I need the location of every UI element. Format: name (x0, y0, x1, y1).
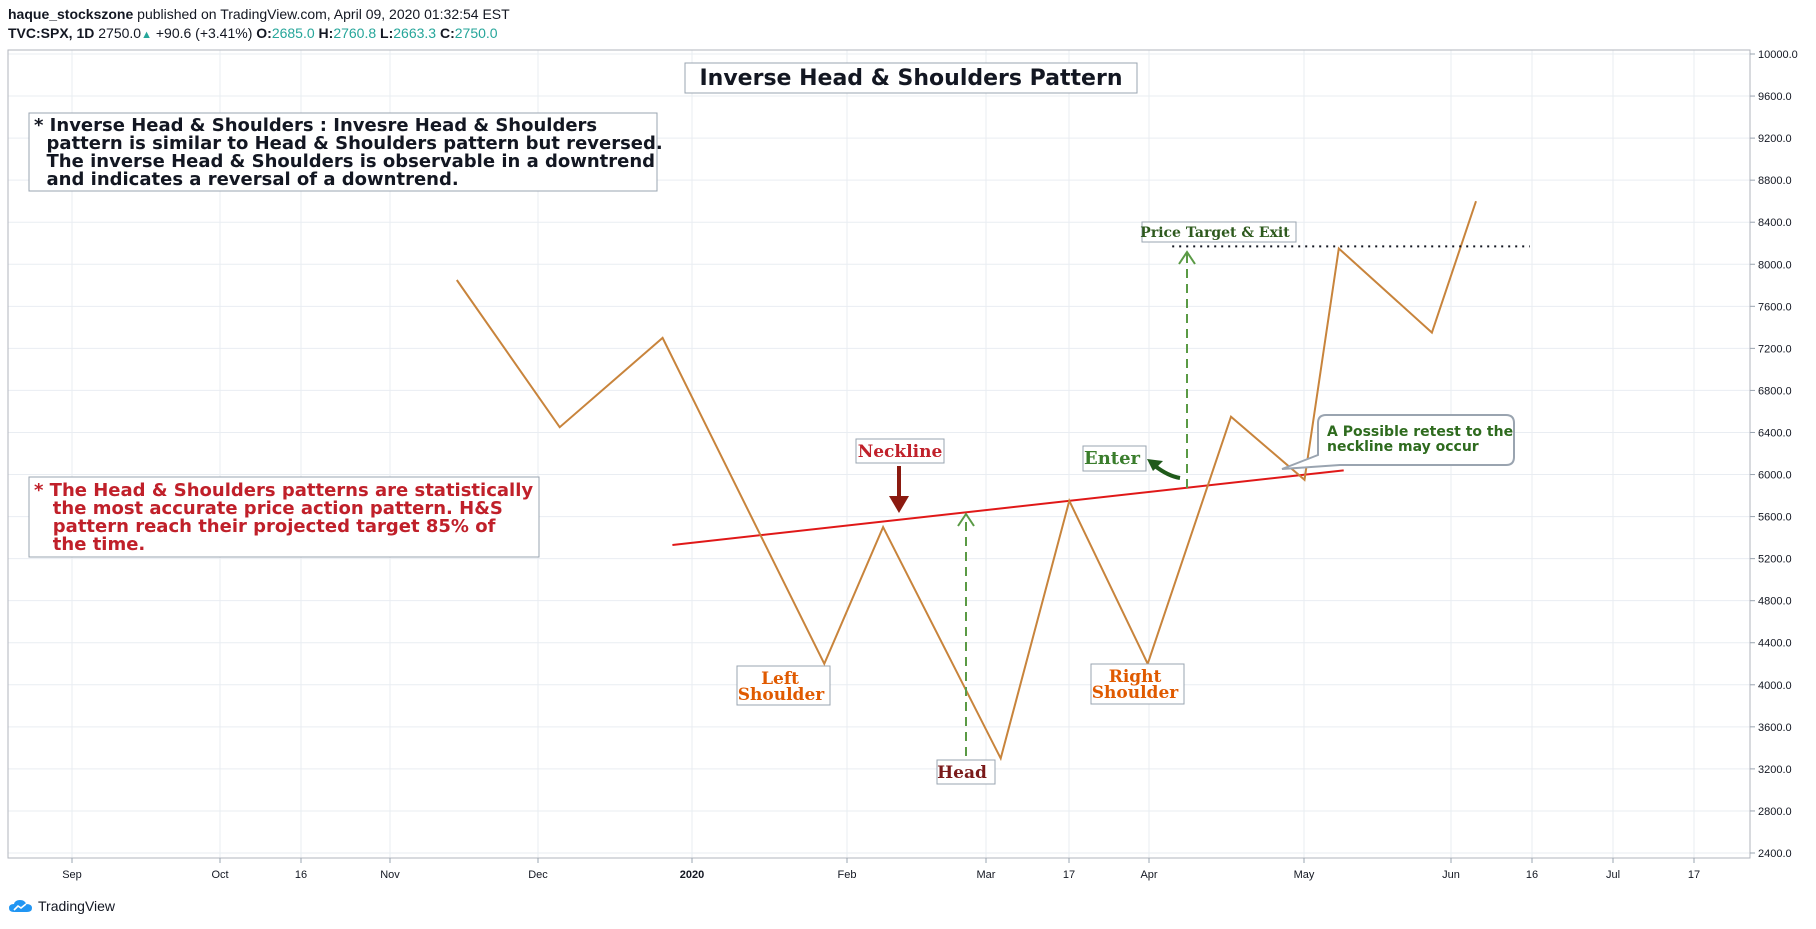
neckline-text: Neckline (858, 442, 943, 462)
left-shoulder-line2: Shoulder (738, 685, 825, 705)
y-tick-label: 2800.0 (1758, 806, 1792, 818)
enter-label: Enter (1082, 445, 1147, 472)
pattern-title: Inverse Head & Shoulders Pattern (699, 66, 1122, 91)
right-shoulder-line1: Right (1109, 667, 1162, 687)
y-tick-label: 9600.0 (1758, 91, 1792, 103)
head-text: Head (937, 763, 987, 783)
info1-line2: pattern is similar to Head & Shoulders p… (34, 133, 663, 154)
info-box-inverse-hs: * Inverse Head & Shoulders : Invesre Hea… (0, 0, 707, 192)
open-label: O: (256, 25, 272, 41)
y-tick-label: 3600.0 (1758, 722, 1792, 734)
left-shoulder-line1: Left (761, 669, 799, 689)
left-shoulder-label: Left Shoulder (736, 665, 831, 706)
x-tick-label: Apr (1140, 869, 1157, 881)
x-tick-label: Jul (1606, 869, 1620, 881)
info-box-statistics: * The Head & Shoulders patterns are stat… (0, 0, 577, 558)
tradingview-logo[interactable]: TradingView (8, 898, 115, 914)
symbol: TVC:SPX, 1D (8, 25, 95, 41)
y-tick-label: 5600.0 (1758, 512, 1792, 524)
x-tick-label: 17 (1688, 869, 1700, 881)
neckline-down-arrow-icon (889, 466, 909, 513)
right-shoulder-label: Right Shoulder (1090, 663, 1185, 705)
info2-line2: the most accurate price action pattern. … (34, 498, 503, 519)
retest-line2: neckline may occur (1327, 439, 1479, 455)
y-tick-label: 6400.0 (1758, 427, 1792, 439)
cloud-logo-icon (9, 900, 32, 912)
up-arrow-icon: ▲ (141, 29, 152, 41)
x-axis[interactable]: Sep Oct 16 Nov Dec 2020 Feb Mar 17 Apr May Jun 16 Jul… (62, 858, 1700, 881)
x-tick-label: Mar (977, 869, 996, 881)
head-measure-arrow (957, 512, 975, 756)
y-tick-label: 9200.0 (1758, 133, 1792, 145)
y-tick-label: 8800.0 (1758, 175, 1792, 187)
neckline-label: Neckline (855, 438, 945, 464)
info1-line1: * Inverse Head & Shoulders : Invesre Hea… (34, 115, 597, 136)
high-value: 2760.8 (333, 25, 377, 41)
svg-text:Right Shoulder: Right Shoulder (1092, 667, 1179, 703)
low-label: L: (380, 25, 394, 41)
price-target-label: Price Target & Exit (1140, 221, 1297, 243)
open-value: 2685.0 (271, 25, 315, 41)
y-axis[interactable]: 10000.0 9600.0 9200.0 8800.0 8400.0 8000.0 760… (1750, 49, 1798, 860)
pattern-title-box: Inverse Head & Shoulders Pattern (684, 62, 1138, 94)
y-tick-label: 4800.0 (1758, 596, 1792, 608)
enter-text: Enter (1084, 448, 1141, 469)
price-series-line[interactable] (455, 200, 1477, 762)
x-tick-label: Dec (528, 869, 548, 881)
x-tick-label: 2020 (680, 869, 704, 881)
y-tick-label: 8000.0 (1758, 259, 1792, 271)
info1-line3: The inverse Head & Shoulders is observab… (34, 151, 655, 172)
x-tick-label: 16 (295, 869, 307, 881)
publish-info: haque_stockszone published on TradingVie… (8, 6, 510, 22)
y-tick-label: 5200.0 (1758, 554, 1792, 566)
y-tick-label: 8400.0 (1758, 217, 1792, 229)
neckline-line[interactable] (672, 469, 1344, 546)
x-tick-label: 17 (1063, 869, 1075, 881)
high-label: H: (318, 25, 334, 41)
y-tick-label: 7600.0 (1758, 301, 1792, 313)
x-tick-label: Nov (380, 869, 400, 881)
svg-text:A Possible retest to the: A Possible retest to the neckline may oc… (1327, 424, 1518, 455)
brand-name: TradingView (38, 898, 116, 914)
x-tick-label: Jun (1442, 869, 1460, 881)
x-tick-label: May (1294, 869, 1315, 881)
info2-line3: pattern reach their projected target 85%… (34, 516, 496, 537)
y-tick-label: 6800.0 (1758, 385, 1792, 397)
x-tick-label: Sep (62, 869, 82, 881)
x-tick-label: 16 (1526, 869, 1538, 881)
info1-line4: and indicates a reversal of a downtrend. (34, 169, 459, 190)
svg-text:* The Head & Shoulders pattern: * The Head & Shoulders patterns are stat… (0, 0, 577, 555)
y-tick-label: 6000.0 (1758, 470, 1792, 482)
symbol-info: TVC:SPX, 1D 2750.0▲ +90.6 (+3.41%) O:268… (8, 25, 498, 41)
last-price: 2750.0 (98, 25, 142, 41)
y-tick-label: 2400.0 (1758, 848, 1792, 860)
y-tick-label: 4400.0 (1758, 638, 1792, 650)
y-tick-label: 4000.0 (1758, 680, 1792, 692)
close-value: 2750.0 (454, 25, 498, 41)
low-value: 2663.3 (393, 25, 437, 41)
y-tick-label: 7200.0 (1758, 343, 1792, 355)
price-change: +90.6 (+3.41%) (155, 25, 253, 41)
retest-callout: A Possible retest to the neckline may oc… (1281, 414, 1518, 470)
target-measure-arrow (1178, 250, 1196, 488)
price-target-text: Price Target & Exit (1140, 225, 1290, 241)
enter-curved-arrow-icon (1147, 459, 1181, 480)
publish-date: published on TradingView.com, April 09, … (137, 6, 510, 22)
y-tick-label: 3200.0 (1758, 764, 1792, 776)
x-tick-label: Oct (211, 869, 228, 881)
author-name[interactable]: haque_stockszone (8, 6, 134, 22)
chart-grid (8, 50, 1750, 858)
svg-text:Left Shoulder: Left Shoulder (738, 669, 825, 705)
right-shoulder-line2: Shoulder (1092, 683, 1179, 703)
svg-text:* Inverse Head & Shoulders : I: * Inverse Head & Shoulders : Invesre Hea… (0, 0, 707, 190)
head-label: Head (936, 759, 996, 785)
retest-line1: A Possible retest to the (1327, 424, 1513, 440)
close-label: C: (439, 25, 455, 41)
y-tick-label: 10000.0 (1758, 49, 1798, 61)
x-tick-label: Feb (838, 869, 857, 881)
info2-line4: the time. (34, 534, 145, 555)
info2-line1: * The Head & Shoulders patterns are stat… (34, 480, 533, 501)
